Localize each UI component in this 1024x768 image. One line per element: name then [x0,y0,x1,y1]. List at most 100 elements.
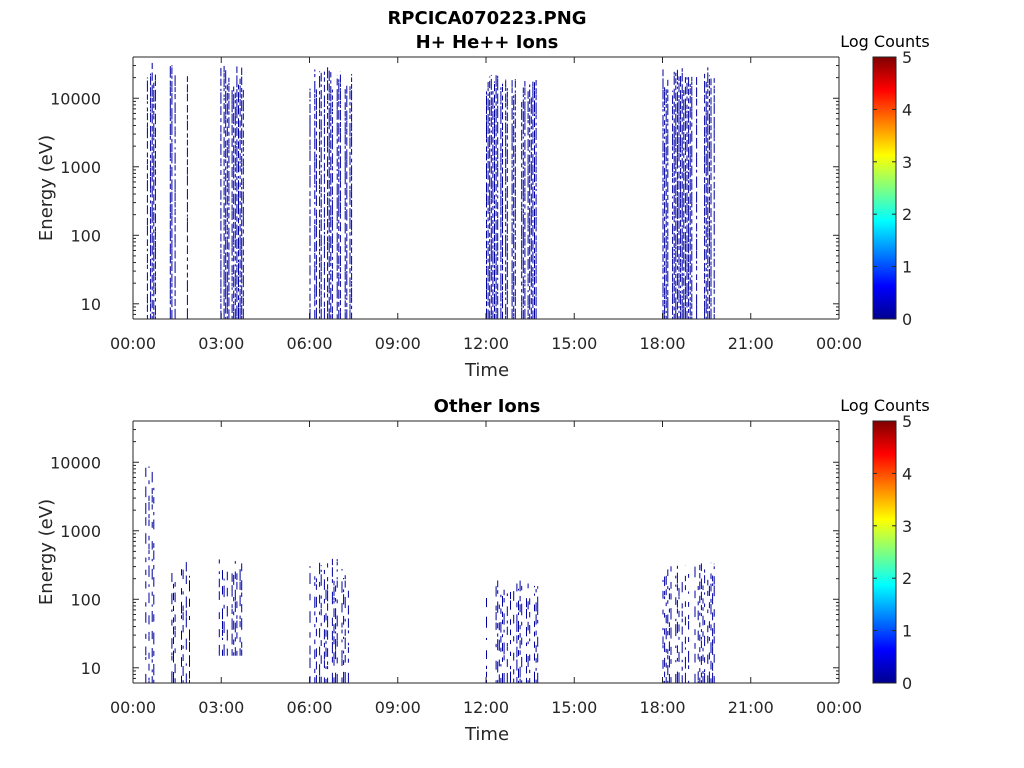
spectrogram-cell [704,230,706,234]
spectrogram-cell [174,192,176,202]
spectrogram-cell [220,249,222,254]
spectrogram-cell [683,172,685,181]
spectrogram-cell [502,198,503,206]
spectrogram-cell [683,277,685,286]
spectrogram-cell [330,86,332,94]
spectrogram-cell [705,153,707,166]
spectrogram-cell [351,297,353,303]
spectrogram-cell [223,255,225,267]
spectrogram-cell [514,93,516,105]
spectrogram-cell [511,142,513,151]
y-tick-label: 1000 [60,158,101,177]
spectrogram-cell [688,291,690,297]
spectrogram-cell [145,502,147,514]
spectrogram-cell [664,87,666,92]
spectrogram-cell [234,100,236,104]
spectrogram-cell [153,565,155,570]
spectrogram-cell [700,604,702,611]
spectrogram-cell [320,174,322,185]
spectrogram-cell [492,126,494,135]
spectrogram-cell [505,230,507,233]
spectrogram-cell [705,177,707,180]
spectrogram-cell [151,659,153,663]
spectrogram-cell [683,141,685,144]
spectrogram-cell [680,252,682,257]
spectrogram-cell [518,588,519,591]
spectrogram-cell [242,100,244,112]
spectrogram-cell [681,299,683,309]
spectrogram-cell [228,77,230,83]
spectrogram-cell [320,157,322,163]
spectrogram-cell [713,202,715,209]
spectrogram-cell [688,110,690,123]
spectrogram-cell [529,256,531,269]
spectrogram-cell [489,106,491,116]
spectrogram-cell [154,80,156,86]
spectrogram-cell [524,204,526,209]
spectrogram-cell [223,72,225,78]
spectrogram-cell [662,177,664,183]
spectrogram-cell [153,614,155,622]
spectrogram-cell [684,158,686,163]
spectrogram-cell [319,155,321,159]
spectrogram-cell [145,486,147,498]
spectrogram-cell [529,625,531,634]
spectrogram-cell [510,640,511,645]
spectrogram-cell [672,202,674,209]
spectrogram-cell [689,254,691,265]
spectrogram-cell [346,149,348,160]
spectrogram-cell [506,252,508,261]
x-tick-label: 15:00 [551,334,597,353]
spectrogram-cell [529,89,531,97]
spectrogram-cell [529,245,531,255]
spectrogram-cell [236,93,238,98]
spectrogram-cell [522,142,524,148]
spectrogram-cell [513,210,515,217]
spectrogram-cell [315,596,317,608]
spectrogram-cell [153,543,155,548]
spectrogram-cell [338,255,340,265]
spectrogram-cell [500,594,502,598]
spectrogram-cell [489,148,491,159]
y-tick-label: 100 [70,226,101,245]
spectrogram-cell [339,255,341,266]
spectrogram-cell [683,99,685,111]
spectrogram-cell [686,113,688,119]
spectrogram-cell [516,659,518,671]
spectrogram-cell [315,648,317,657]
spectrogram-cell [516,614,518,624]
spectrogram-cell [665,123,667,134]
spectrogram-cell [521,109,523,120]
spectrogram-cell [234,106,236,115]
spectrogram-cell [710,604,712,615]
spectrogram-cell [228,195,230,202]
spectrogram-cell [151,558,153,562]
spectrogram-cell [320,290,322,296]
spectrogram-cell [535,114,537,120]
spectrogram-cell [309,265,311,276]
spectrogram-cell [681,312,683,319]
spectrogram-cell [500,182,502,195]
spectrogram-cell [529,115,531,126]
spectrogram-cell [228,155,230,164]
spectrogram-cell [676,180,678,190]
spectrogram-cell [492,219,494,224]
spectrogram-cell [327,93,329,101]
spectrogram-cell [338,157,340,160]
spectrogram-cell [696,152,698,158]
spectrogram-cell [500,292,502,302]
spectrogram-cell [344,222,346,234]
spectrogram-cell [189,580,190,592]
spectrogram-cell [234,92,236,99]
spectrogram-cell [673,249,675,252]
spectrogram-cell [500,636,502,643]
spectrogram-cell [234,571,236,579]
spectrogram-cell [505,267,507,272]
spectrogram-cell [336,146,338,157]
spectrogram-cell [534,118,535,127]
spectrogram-cell [327,230,329,234]
spectrogram-cell [148,584,150,587]
spectrogram-cell [148,543,150,550]
spectrogram-cell [325,679,327,683]
